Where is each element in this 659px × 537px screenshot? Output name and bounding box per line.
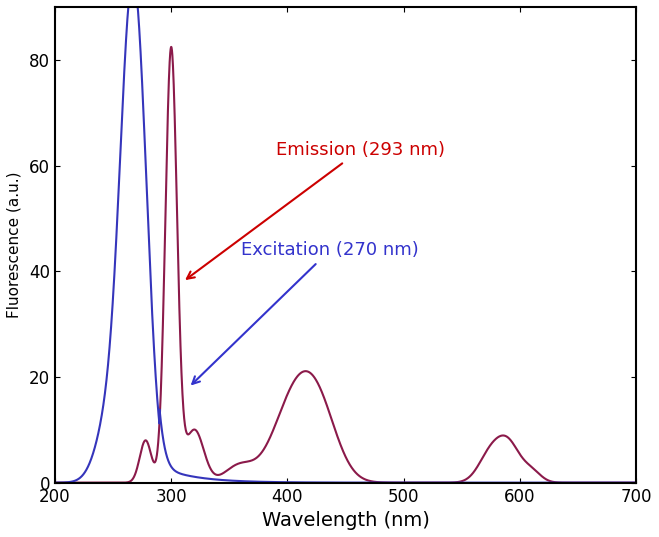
Y-axis label: Fluorescence (a.u.): Fluorescence (a.u.) — [7, 171, 22, 318]
X-axis label: Wavelength (nm): Wavelength (nm) — [262, 511, 430, 530]
Text: Emission (293 nm): Emission (293 nm) — [187, 141, 445, 279]
Text: Excitation (270 nm): Excitation (270 nm) — [192, 241, 418, 384]
